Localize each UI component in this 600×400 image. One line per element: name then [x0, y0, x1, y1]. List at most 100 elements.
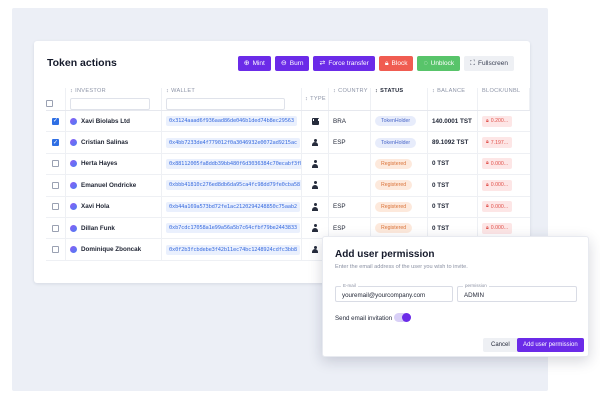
- lock-icon: 🔒︎: [486, 160, 489, 167]
- email-field[interactable]: E-mail youremail@yourcompany.com: [335, 283, 453, 302]
- row-checkbox[interactable]: ✓: [52, 117, 59, 125]
- mint-button[interactable]: ⊕ Mint: [237, 56, 271, 71]
- header-country[interactable]: ↕ COUNTRY: [329, 88, 371, 110]
- balance-cell: 0 TST: [428, 175, 478, 196]
- row-select-cell[interactable]: [46, 175, 66, 196]
- wallet-cell: 0xbbb41810c276ed8db6da95ca4fc98dd79fe0cb…: [162, 175, 302, 196]
- select-all-checkbox[interactable]: [46, 99, 53, 107]
- investor-cell: Xavi Biolabs Ltd: [66, 111, 162, 132]
- investors-table: ↕ INVESTOR ↕ WALLET ↕ TYPE ↕ COUNTRY ↕ STATUS…: [46, 83, 530, 261]
- header-select-all[interactable]: [46, 88, 66, 110]
- country-cell: [329, 175, 371, 196]
- row-select-cell[interactable]: [46, 217, 66, 239]
- blocked-amount[interactable]: 🔒︎ 0.000...: [482, 158, 513, 170]
- force-transfer-button[interactable]: ⇄ Force transfer: [313, 56, 375, 71]
- wallet-cell: 0xb44a169a573bd72fe1ac2120294248850c75aa…: [162, 196, 302, 217]
- wallet-address[interactable]: 0xbbb41810c276ed8db6da95ca4fc98dd79fe0cb…: [166, 180, 301, 191]
- wallet-filter-input[interactable]: [166, 98, 285, 110]
- row-select-cell[interactable]: ✓: [46, 132, 66, 153]
- balance-cell: 89.1092 TST: [428, 132, 478, 153]
- row-select-cell[interactable]: [46, 153, 66, 175]
- dialog-subtitle: Enter the email address of the user you …: [335, 264, 468, 270]
- header-blocked[interactable]: BLOCK/UNBL: [478, 88, 530, 110]
- row-checkbox[interactable]: [52, 246, 59, 254]
- row-checkbox[interactable]: ✓: [52, 139, 59, 147]
- status-badge: TokenHolder: [375, 116, 417, 127]
- balance-value: 0 TST: [432, 203, 450, 211]
- wallet-address[interactable]: 0x0f2b3fcbdebe3f42b11ec74bc1248924cdfc3b…: [166, 244, 300, 255]
- fullscreen-button[interactable]: ⛶ Fullscreen: [464, 56, 514, 71]
- blocked-amount[interactable]: 🔒︎ 0.000...: [482, 222, 513, 234]
- type-cell: [302, 196, 329, 217]
- header-wallet[interactable]: ↕ WALLET: [162, 88, 302, 110]
- block-button[interactable]: 🔒︎ Block: [378, 56, 414, 71]
- investor-cell: Xavi Hola: [66, 196, 162, 217]
- lock-icon: 🔒︎: [486, 203, 489, 210]
- investor-name: Emanuel Ondricke: [81, 181, 137, 189]
- wallet-address[interactable]: 0x4bb7233de4f779012f0a3046932e0072ad9215…: [166, 137, 300, 148]
- table-row[interactable]: Xavi Hola 0xb44a169a573bd72fe1ac212029424…: [46, 196, 530, 218]
- status-badge: Registered: [375, 180, 413, 191]
- row-checkbox[interactable]: [52, 181, 59, 189]
- blocked-amount[interactable]: 🔒︎ 0.200...: [482, 115, 513, 127]
- status-badge: Registered: [375, 201, 413, 212]
- wallet-address[interactable]: 0xb7cdc17058a1e99a56a5b7c64cfbf79be24438…: [166, 223, 300, 234]
- balance-value: 0 TST: [432, 181, 450, 189]
- blocked-cell: 🔒︎ 0.000...: [478, 197, 530, 217]
- person-icon: [312, 159, 319, 168]
- investor-name: Dominique Zboncak: [81, 246, 142, 254]
- table-row[interactable]: Emanuel Ondricke 0xbbb41810c276ed8db6da95…: [46, 175, 530, 197]
- header-type[interactable]: ↕ TYPE: [302, 88, 329, 110]
- avatar: [70, 139, 77, 147]
- country-code: ESP: [333, 224, 346, 232]
- blocked-amount[interactable]: 🔒︎ 0.000...: [482, 179, 513, 191]
- wallet-address[interactable]: 0x88112005fa8ddb39bb480f6d3036384c70ecab…: [166, 158, 301, 169]
- table-row[interactable]: ✓ Xavi Biolabs Ltd 0x3124aaad6f936aad86de0…: [46, 111, 530, 133]
- header-status[interactable]: ↕ STATUS: [371, 88, 428, 110]
- burn-button[interactable]: ⊖ Burn: [274, 56, 310, 71]
- investor-name: Dillan Funk: [81, 224, 115, 232]
- status-cell: Registered: [371, 175, 428, 196]
- row-checkbox[interactable]: [52, 160, 59, 168]
- wallet-cell: 0x4bb7233de4f779012f0a3046932e0072ad9215…: [162, 132, 302, 153]
- unblock-button[interactable]: ◌ Unblock: [417, 56, 461, 71]
- investor-filter-input[interactable]: [70, 98, 151, 110]
- header-balance[interactable]: ↕ BALANCE: [428, 88, 478, 110]
- blocked-cell: 🔒︎ 0.000...: [478, 154, 530, 174]
- permission-field-value: ADMIN: [464, 292, 484, 299]
- person-icon: [312, 138, 319, 147]
- balance-value: 0 TST: [432, 160, 450, 168]
- person-icon: [312, 224, 319, 232]
- country-cell: ESP: [329, 132, 371, 153]
- status-cell: Registered: [371, 196, 428, 217]
- type-cell: [302, 111, 329, 132]
- table-row[interactable]: Herta Hayes 0x88112005fa8ddb39bb480f6d303…: [46, 153, 530, 176]
- row-select-cell[interactable]: [46, 196, 66, 217]
- header-investor[interactable]: ↕ INVESTOR: [66, 88, 162, 110]
- investor-name: Xavi Hola: [81, 203, 110, 211]
- permission-select[interactable]: permission ADMIN: [457, 283, 577, 302]
- blocked-amount[interactable]: 🔒︎ 0.000...: [482, 201, 513, 213]
- investor-cell: Emanuel Ondricke: [66, 175, 162, 196]
- unlock-icon: ◌: [423, 60, 428, 67]
- building-icon: [311, 117, 319, 125]
- row-select-cell[interactable]: ✓: [46, 111, 66, 132]
- investor-name: Herta Hayes: [81, 160, 118, 168]
- wallet-address[interactable]: 0xb44a169a573bd72fe1ac2120294248850c75aa…: [166, 201, 300, 212]
- wallet-cell: 0x88112005fa8ddb39bb480f6d3036384c70ecab…: [162, 153, 302, 175]
- cancel-button[interactable]: Cancel: [483, 338, 518, 352]
- row-select-cell[interactable]: [46, 239, 66, 260]
- row-checkbox[interactable]: [52, 203, 59, 211]
- row-checkbox[interactable]: [52, 224, 59, 232]
- sort-icon: ↕: [70, 88, 74, 94]
- table-row[interactable]: Dillan Funk 0xb7cdc17058a1e99a56a5b7c64cf…: [46, 217, 530, 240]
- blocked-amount[interactable]: 🔒︎ 7.197...: [482, 137, 513, 149]
- country-cell: ESP: [329, 217, 371, 239]
- table-row[interactable]: ✓ Cristian Salinas 0x4bb7233de4f779012f0a3…: [46, 132, 530, 154]
- add-user-permission-button[interactable]: Add user permission: [517, 338, 584, 352]
- blocked-cell: 🔒︎ 0.000...: [478, 175, 530, 195]
- transfer-icon: ⇄: [319, 60, 326, 67]
- wallet-address[interactable]: 0x3124aaad6f936aad86de046b1ded74b8ec2956…: [166, 116, 297, 127]
- type-cell: [302, 132, 329, 153]
- send-invitation-toggle[interactable]: [394, 313, 411, 322]
